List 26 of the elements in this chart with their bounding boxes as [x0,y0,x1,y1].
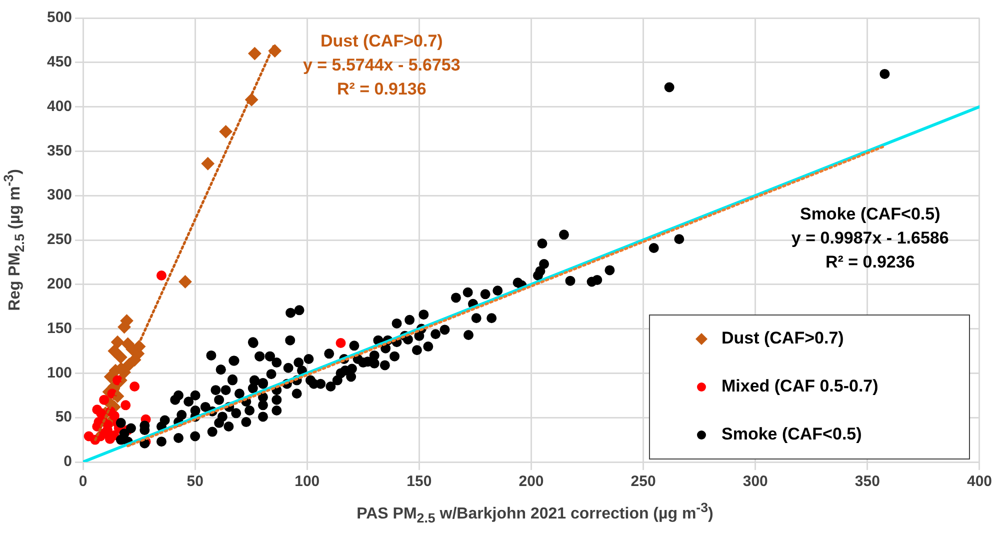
x-axis-title: PAS PM$_{2.5}$ w/Barkjohn 2021 correction (µg m$^{-3}$) [356,500,714,526]
x-tick-label: 0 [78,473,88,490]
annotation: Dust (CAF>0.7) y = 5.5744x - 5.6753 R² = 0.9136 [302,31,460,98]
legend-label: Smoke (CAF<0.5) [721,424,862,444]
x-tick-label: 400 [966,473,992,490]
x-tick-label: 50 [186,473,204,490]
y-tick-label: 50 [55,408,72,426]
y-tick-label: 0 [64,453,72,470]
x-tick-label: 150 [406,473,432,490]
y-tick-label: 400 [46,98,72,115]
legend-label: Dust (CAF>0.7) [721,328,844,348]
y-tick-label: 500 [46,9,72,26]
y-tick-label: 100 [46,364,72,382]
y-tick-label: 150 [46,320,72,337]
y-tick-label: 300 [46,186,72,204]
y-tick-label: 250 [46,231,72,248]
y-tick-label: 200 [46,276,72,293]
x-tick-label: 200 [518,473,544,490]
y-tick-label: 450 [46,54,72,71]
x-tick-label: 300 [742,473,768,490]
x-tick-label: 350 [854,473,880,490]
annotation: Smoke (CAF<0.5) y = 0.9987x - 1.6586 R² = 0.9236 [791,204,949,272]
y-tick-label: 350 [46,142,72,160]
x-tick-label: 250 [630,473,656,490]
x-tick-label: 100 [294,473,320,490]
legend-label: Mixed (CAF 0.5-0.7) [721,376,878,396]
